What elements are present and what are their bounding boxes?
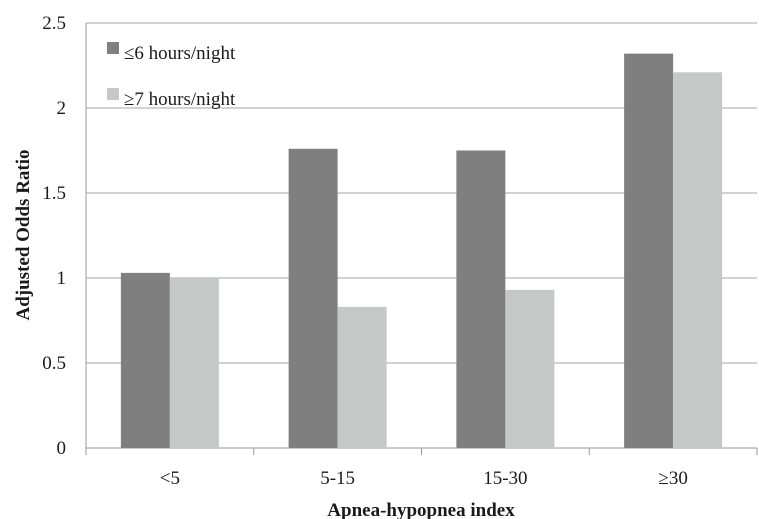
y-tick-label: 0 — [57, 438, 67, 459]
x-tick-labels: <5 5-15 15-30 ≥30 — [160, 468, 688, 489]
y-tick-label: 1 — [57, 268, 67, 289]
bar-series-0-cat-1 — [288, 148, 338, 449]
y-tick-label: 2.5 — [42, 13, 66, 34]
bar-series-1-cat-3 — [673, 72, 723, 449]
bar-series-0-cat-2 — [456, 150, 506, 448]
x-tick-label: <5 — [160, 468, 180, 489]
y-tick-label: 2 — [57, 98, 67, 119]
x-tick-label: 15-30 — [483, 468, 527, 489]
legend-swatch-series-1 — [107, 88, 119, 100]
legend-label-series-0: ≤6 hours/night — [124, 43, 236, 64]
legend: ≤6 hours/night ≥7 hours/night — [107, 42, 236, 110]
x-tick-label: 5-15 — [320, 468, 355, 489]
y-tick-label: 1.5 — [42, 183, 66, 204]
y-tick-label: 0.5 — [42, 353, 66, 374]
legend-swatch-series-0 — [107, 42, 119, 54]
bar-series-1-cat-2 — [505, 289, 555, 448]
y-tick-labels: 0 0.5 1 1.5 2 2.5 — [42, 13, 66, 459]
bars — [120, 53, 723, 449]
y-axis-title: Adjusted Odds Ratio — [13, 149, 34, 320]
x-tick-label: ≥30 — [658, 468, 687, 489]
bar-series-1-cat-0 — [169, 278, 219, 448]
bar-series-0-cat-0 — [120, 272, 170, 448]
bar-series-0-cat-3 — [624, 53, 674, 448]
x-axis-title: Apnea-hypopnea index — [327, 500, 515, 519]
legend-label-series-1: ≥7 hours/night — [124, 89, 236, 110]
bar-series-1-cat-1 — [337, 306, 387, 448]
